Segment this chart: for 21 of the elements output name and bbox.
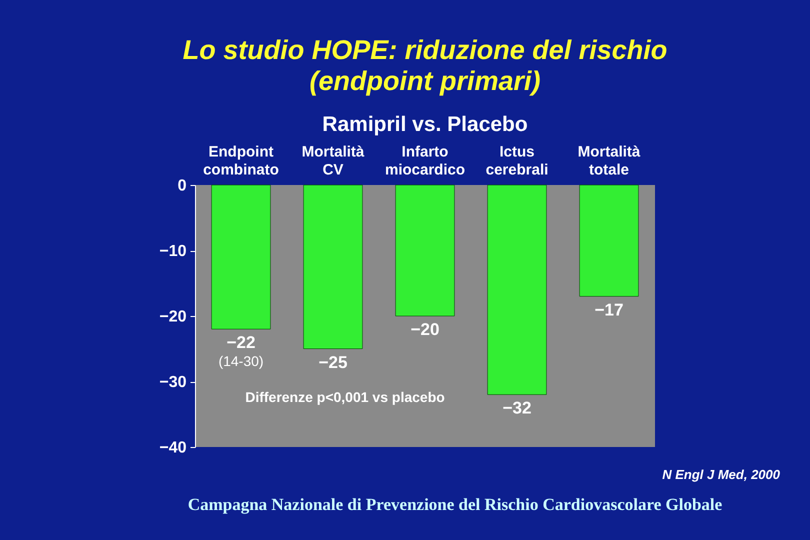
y-tick-label: −30 (159, 374, 187, 391)
x-tick-label: Mortalità totale (578, 144, 641, 178)
data-label: −25 (318, 352, 348, 372)
x-tick-label: Ictus cerebrali (486, 144, 548, 178)
data-label: −20 (410, 320, 440, 339)
data-label: −32 (502, 398, 532, 418)
x-tick-label: Endpoint combinato (203, 144, 279, 178)
y-tick-label: 0 (178, 178, 187, 194)
x-tick-label: Infarto miocardico (384, 144, 466, 178)
data-label: −17 (594, 300, 624, 320)
chart-title: Lo studio HOPE: riduzione del rischio (endpoint primari) (182, 35, 668, 96)
text: Campagna Nazionale di Prevenzione del Rischio Cardiovascolare Globale (188, 495, 723, 514)
y-tick-label: −20 (159, 308, 187, 326)
annotation: (14-30) (218, 353, 264, 370)
text: N Engl J Med, 2000 (662, 467, 781, 482)
data-label: −22 (226, 333, 256, 352)
annotation: Differenze p<0,001 vs placebo (245, 389, 445, 405)
y-tick-label: −40 (159, 440, 187, 456)
x-tick-label: Mortalità CV (302, 144, 365, 178)
chart-subtitle: Ramipril vs. Placebo (322, 113, 528, 136)
y-tick-label: −10 (159, 243, 187, 260)
